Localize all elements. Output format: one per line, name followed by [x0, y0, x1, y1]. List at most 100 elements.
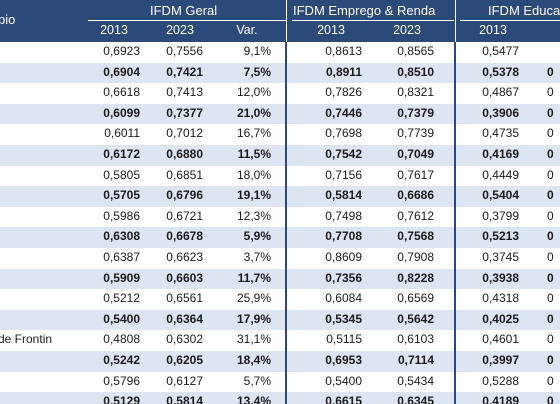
cell-emprego-2023: 0,8565	[397, 44, 434, 58]
table-row: 0,6099 0,7377 21,0% 0,7446 0,7379 0,3906 0	[0, 103, 560, 125]
cell-geral-2023: 0,7413	[166, 85, 203, 100]
cell-geral-2013: 0,6011	[104, 126, 140, 141]
cell-geral-var: 12,0%	[236, 85, 271, 100]
cell-emprego-2023: 0,6686	[397, 188, 434, 203]
cell-educa-2023: 0	[547, 208, 554, 223]
subheader-emprego-2013: 2013	[317, 23, 345, 37]
cell-educa-2013: 0,3997	[482, 353, 519, 367]
cell-emprego-2023: 0,5434	[397, 373, 434, 388]
table-row: 0,5909 0,6603 11,7% 0,7356 0,8228 0,3938 0	[0, 268, 560, 290]
cell-geral-2013: 0,5129	[103, 394, 140, 404]
cell-educa-2013: 0,3745	[482, 250, 519, 264]
header-divider-2	[455, 0, 456, 42]
cell-geral-2013: 0,6099	[103, 105, 140, 120]
cell-educa-2023: 0	[547, 85, 554, 100]
group-ifdm-educacao: IFDM Educa	[488, 3, 560, 18]
cell-geral-2023: 0,6205	[166, 353, 203, 367]
cell-geral-2013: 0,5909	[103, 270, 140, 285]
cell-educa-2023: 0	[547, 270, 554, 285]
cell-geral-2023: 0,7012	[166, 126, 203, 141]
group-underline-geral	[88, 20, 286, 21]
cell-emprego-2023: 0,7049	[397, 147, 434, 161]
cell-geral-2023: 0,6364	[166, 311, 203, 326]
cell-educa-2013: 0,3799	[482, 208, 519, 223]
subheader-emprego-2023: 2023	[393, 23, 421, 37]
cell-geral-2023: 0,6678	[166, 229, 203, 244]
table-row: 0,5400 0,6364 17,9% 0,5345 0,5642 0,4025 0	[0, 309, 560, 331]
cell-educa-2013: 0,3906	[482, 105, 519, 120]
cell-emprego-2013: 0,7542	[325, 147, 362, 161]
table-row: 0,6618 0,7413 12,0% 0,7826 0,8321 0,4867 0	[0, 83, 560, 104]
cell-geral-var: 3,7%	[243, 250, 271, 264]
cell-educa-2013: 0,4867	[482, 85, 519, 100]
cell-geral-2013: 0,6923	[103, 44, 140, 58]
cell-emprego-2013: 0,8609	[325, 250, 362, 264]
cell-educa-2023: 0	[547, 373, 554, 388]
column-divider-2	[454, 42, 456, 404]
subheader-geral-var: Var.	[236, 23, 258, 37]
cell-emprego-2013: 0,7156	[325, 167, 362, 182]
cell-educa-2023: 0	[547, 394, 554, 404]
cell-emprego-2013: 0,6953	[325, 353, 362, 367]
table-row: 0,5129 0,5814 13,4% 0,6615 0,6345 0,4189 0	[0, 392, 560, 404]
table-row: 0,6923 0,7556 9,1% 0,8613 0,8565 0,5477	[0, 42, 560, 63]
cell-geral-var: 7,5%	[243, 64, 271, 79]
cell-geral-2013: 0,5805	[103, 167, 140, 182]
cell-geral-var: 11,7%	[237, 270, 271, 285]
cell-educa-2013: 0,4601	[482, 332, 519, 347]
cell-geral-2023: 0,7377	[166, 105, 203, 120]
cell-emprego-2023: 0,7114	[397, 353, 434, 367]
cell-educa-2023: 0	[547, 188, 554, 203]
cell-emprego-2023: 0,8321	[397, 85, 434, 100]
table-row: 0,5705 0,6796 19,1% 0,5814 0,6686 0,5404 0	[0, 186, 560, 207]
header-municipio: pio	[0, 12, 16, 27]
cell-emprego-2013: 0,5400	[325, 373, 362, 388]
group-ifdm-geral: IFDM Geral	[150, 3, 218, 18]
cell-educa-2023: 0	[547, 126, 554, 141]
cell-educa-2013: 0,4318	[482, 291, 519, 306]
cell-geral-var: 25,9%	[236, 291, 271, 306]
cell-geral-2023: 0,6603	[166, 270, 203, 285]
cell-educa-2023: 0	[547, 147, 554, 161]
cell-educa-2023: 0	[547, 332, 554, 347]
cell-emprego-2013: 0,8911	[325, 64, 362, 79]
cell-geral-2023: 0,6302	[166, 332, 203, 347]
table-row: de Frontin 0,4808 0,6302 31,1% 0,5115 0,6103 0…	[0, 330, 560, 351]
cell-emprego-2023: 0,6569	[397, 291, 434, 306]
table-row: 0,5805 0,6851 18,0% 0,7156 0,7617 0,4449 0	[0, 166, 560, 187]
table-row: 0,5242 0,6205 18,4% 0,6953 0,7114 0,3997 0	[0, 351, 560, 372]
cell-geral-var: 11,5%	[237, 147, 271, 161]
table-header: pio IFDM Geral IFDM Emprego & Renda IFDM…	[0, 0, 560, 42]
cell-geral-2023: 0,5814	[166, 394, 203, 404]
cell-geral-var: 9,1%	[243, 44, 271, 58]
cell-geral-var: 17,9%	[236, 311, 271, 326]
cell-geral-2023: 0,7556	[166, 44, 203, 58]
cell-emprego-2023: 0,7379	[397, 105, 434, 120]
cell-geral-var: 21,0%	[236, 105, 271, 120]
cell-geral-var: 12,3%	[236, 208, 271, 223]
cell-geral-2013: 0,5986	[103, 208, 140, 223]
cell-emprego-2023: 0,5642	[397, 311, 434, 326]
cell-emprego-2013: 0,6084	[325, 291, 362, 306]
subheader-geral-2023: 2023	[166, 23, 194, 37]
cell-emprego-2023: 0,7739	[397, 126, 434, 141]
cell-geral-var: 5,7%	[243, 373, 271, 388]
cell-educa-2023: 0	[547, 105, 554, 120]
cell-emprego-2013: 0,5345	[325, 311, 362, 326]
cell-geral-2013: 0,5242	[103, 353, 140, 367]
cell-geral-2023: 0,6561	[166, 291, 203, 306]
cell-geral-2023: 0,6851	[166, 167, 203, 182]
cell-educa-2023: 0	[547, 291, 554, 306]
subheader-educa-2013: 2013	[479, 23, 507, 37]
cell-emprego-2023: 0,8228	[397, 270, 434, 285]
cell-educa-2013: 0,5213	[482, 229, 519, 244]
cell-geral-2013: 0,5400	[103, 311, 140, 326]
row-name: de Frontin	[0, 332, 53, 347]
table-row: 0,6308 0,6678 5,9% 0,7708 0,7568 0,5213 0	[0, 227, 560, 248]
column-divider-1	[285, 42, 287, 404]
cell-educa-2023: 0	[547, 229, 554, 244]
cell-geral-2013: 0,5212	[103, 291, 140, 306]
table-row: 0,6172 0,6880 11,5% 0,7542 0,7049 0,4169 0	[0, 145, 560, 166]
cell-emprego-2013: 0,7446	[325, 105, 362, 120]
